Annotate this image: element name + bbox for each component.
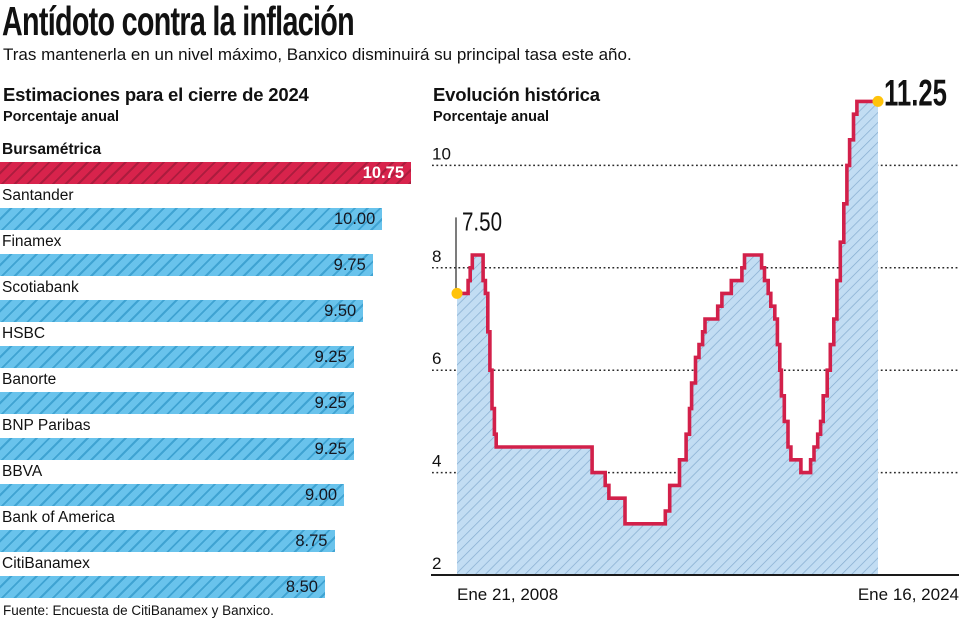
bank-label: Bank of America — [2, 509, 115, 526]
source-note: Fuente: Encuesta de CitiBanamex y Banxic… — [3, 603, 274, 618]
bar-row: Finamex 9.75 — [0, 230, 411, 276]
annotation-start-value: 7.50 — [462, 206, 502, 236]
bar: 9.00 — [0, 484, 345, 506]
bar-row: Santander 10.00 — [0, 184, 411, 230]
bar-chart-unit: Porcentaje anual — [3, 109, 120, 125]
y-tick-label: 6 — [432, 349, 441, 368]
bar: 8.75 — [0, 530, 335, 552]
page-subtitle: Tras mantenerla en un nivel máximo, Banx… — [3, 45, 632, 64]
bar-row: CitiBanamex 8.50 — [0, 552, 411, 598]
bar-value: 9.50 — [324, 301, 357, 320]
historical-line-chart: 10 8 6 4 2 7.50 11.25 Ene 21, 2008 Ene 16, 2024 — [431, 72, 959, 604]
bar-value: 9.00 — [304, 485, 338, 504]
bar-value: 9.25 — [314, 347, 347, 366]
bar: 10.00 — [0, 208, 383, 230]
bar: 9.25 — [0, 438, 354, 460]
bank-label: Santander — [2, 187, 74, 204]
rate-area — [457, 101, 878, 576]
bar: 8.50 — [0, 576, 325, 598]
bar-value: 9.25 — [314, 393, 347, 412]
y-tick-label: 2 — [432, 554, 441, 573]
bank-label: HSBC — [2, 325, 46, 342]
bank-label: Banorte — [2, 371, 57, 388]
bar: 10.75 — [0, 162, 411, 184]
bar-chart: Bursamétrica 10.75 Santander 10.00 Finamex 9.… — [0, 138, 411, 598]
bank-label: Finamex — [2, 233, 62, 250]
bar: 9.50 — [0, 300, 364, 322]
line-chart-title: Evolución histórica — [433, 84, 600, 105]
start-marker-dot — [451, 287, 463, 299]
bank-label: CitiBanamex — [2, 555, 90, 572]
y-tick-label: 8 — [432, 247, 441, 266]
bar-value: 10.75 — [362, 163, 404, 182]
bar-row: Bursamétrica 10.75 — [0, 138, 411, 184]
bar: 9.25 — [0, 392, 354, 414]
bar-chart-title: Estimaciones para el cierre de 2024 — [3, 84, 309, 105]
bar-row: HSBC 9.25 — [0, 322, 411, 368]
bar-value: 8.50 — [285, 577, 318, 596]
annotation-end-value: 11.25 — [884, 72, 947, 113]
y-tick-label: 4 — [432, 452, 441, 471]
bar-value: 10.00 — [334, 209, 376, 228]
bank-label: BNP Paribas — [2, 417, 91, 434]
bar-value: 9.75 — [333, 255, 366, 274]
bar-row: BBVA 9.00 — [0, 460, 411, 506]
bar: 9.75 — [0, 254, 373, 276]
bar-value: 8.75 — [295, 531, 328, 550]
bar: 9.25 — [0, 346, 354, 368]
bank-label: Scotiabank — [2, 279, 79, 296]
bar-row: Bank of America 8.75 — [0, 506, 411, 552]
line-chart-header: Evolución histórica Porcentaje anual — [433, 84, 600, 125]
bank-label: BBVA — [2, 463, 43, 480]
y-tick-label: 10 — [432, 144, 451, 163]
bank-label: Bursamétrica — [2, 141, 102, 158]
bar-chart-header: Estimaciones para el cierre de 2024 Porc… — [3, 84, 309, 125]
rate-line — [457, 99, 878, 526]
end-marker-dot — [872, 95, 884, 107]
bar-value: 9.25 — [314, 439, 347, 458]
x-axis-label-start: Ene 21, 2008 — [457, 585, 558, 604]
bar-row: Banorte 9.25 — [0, 368, 411, 414]
bar-row: BNP Paribas 9.25 — [0, 414, 411, 460]
bar-row: Scotiabank 9.50 — [0, 276, 411, 322]
page-title: Antídoto contra la inflación — [2, 0, 355, 44]
x-axis-label-end: Ene 16, 2024 — [858, 585, 959, 604]
line-chart-unit: Porcentaje anual — [433, 109, 550, 125]
